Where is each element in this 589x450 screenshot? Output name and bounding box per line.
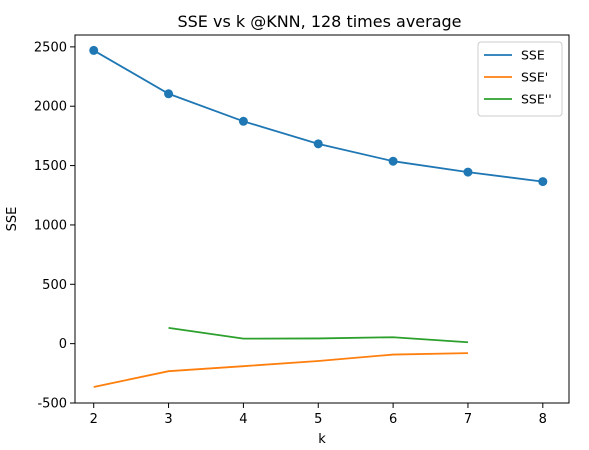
x-tick-label: 4 [239,412,247,427]
x-tick-label: 7 [464,412,472,427]
series-line-2 [168,326,469,344]
legend: SSE SSE' SSE'' [477,41,563,117]
series-line-1 [93,352,468,388]
data-point [89,45,99,55]
y-axis-label: SSE [5,207,20,232]
data-point [164,89,174,99]
y-tick-label: 2000 [34,100,67,115]
x-tick-label: 3 [164,412,172,427]
y-tick-label: -500 [37,397,67,412]
x-tick-label: 6 [389,412,397,427]
axes-frame [74,34,570,404]
data-point [313,139,323,149]
x-tick-label: 2 [90,412,98,427]
x-tick-label: 8 [539,412,547,427]
legend-label: SSE' [521,70,548,85]
y-tick-label: 500 [42,278,67,293]
data-point [538,177,548,187]
legend-box [477,41,563,117]
plot-area [89,45,548,388]
y-tick-label: 2500 [34,40,67,55]
y-tick-label: 1500 [34,159,67,174]
y-tick-label: 1000 [34,218,67,233]
legend-label: SSE'' [521,92,552,107]
y-axis: -500 0 500 1000 1500 2000 2500 [34,40,75,412]
chart-title: SSE vs k @KNN, 128 times average [177,12,461,31]
legend-label: SSE [521,48,545,63]
data-point [463,167,473,177]
data-point [238,116,248,126]
series-line-0 [93,49,543,183]
x-axis-label: k [318,432,326,447]
x-axis: 2 3 4 5 6 7 8 [90,403,547,427]
x-tick-label: 5 [314,412,322,427]
data-point [388,156,398,166]
y-tick-label: 0 [59,337,67,352]
